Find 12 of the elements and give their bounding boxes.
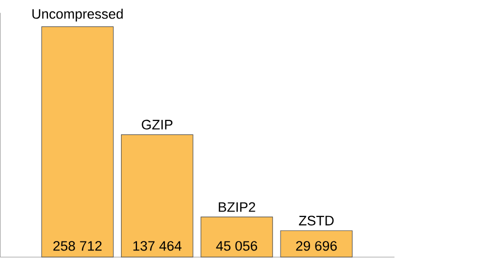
x-tick-label: GZIP bbox=[142, 120, 172, 130]
data-label: 45 056 bbox=[216, 241, 258, 251]
x-tick-label: ZSTD bbox=[298, 216, 334, 226]
bar bbox=[121, 134, 194, 258]
bar bbox=[280, 230, 353, 258]
data-label: 137 464 bbox=[133, 241, 182, 251]
data-label: 258 712 bbox=[53, 241, 102, 251]
bar bbox=[200, 216, 273, 258]
data-label: 29 696 bbox=[296, 241, 337, 251]
x-tick-label: BZIP2 bbox=[218, 202, 256, 212]
bar bbox=[41, 26, 114, 258]
x-tick-label: Uncompressed bbox=[32, 8, 123, 22]
